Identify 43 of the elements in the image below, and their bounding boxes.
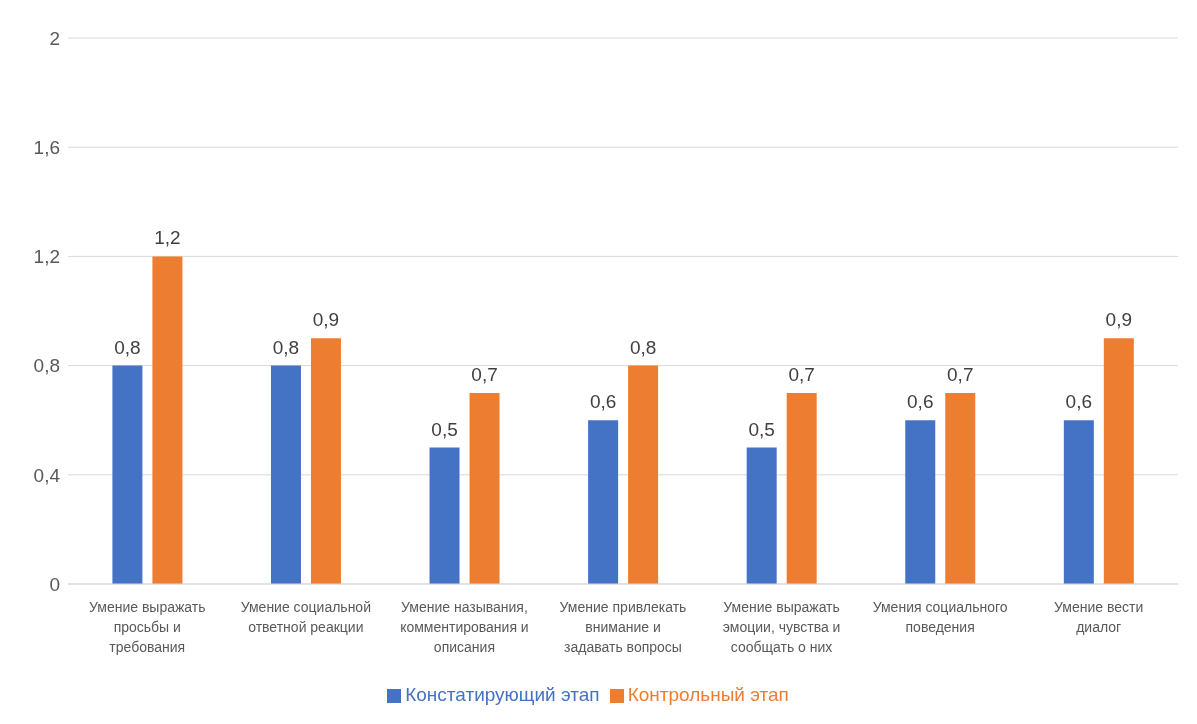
x-tick-label: Умение привлекать внимание и задавать вопросы [559,599,687,655]
bar [1063,420,1094,584]
data-label: 0,8 [272,336,300,358]
bar [588,420,619,584]
bar [945,392,976,584]
bar [628,365,659,584]
bar [429,447,460,584]
x-tick-label: Умение выражать просьбы и требования [89,599,206,655]
data-label: 0,9 [312,309,340,331]
x-tick-label: Умение называния, комментирования и описания [400,599,529,655]
bar [112,365,143,584]
data-label: 0,7 [788,363,815,385]
y-tick-label: 0,4 [33,464,61,486]
bar [905,420,936,584]
x-tick-label: Умение социальной ответной реакции [240,599,371,635]
x-tick-label: Умение вести диалог [1054,599,1144,635]
bar [746,447,777,584]
data-label: 0,5 [431,418,458,440]
data-label: 0,8 [629,336,657,358]
y-tick-label: 0,8 [33,355,60,377]
data-label: 0,7 [947,363,974,385]
bar [270,365,301,584]
y-tick-label: 2 [49,27,60,49]
data-label: 1,2 [154,227,181,249]
data-label: 0,6 [907,391,934,413]
bar [469,392,500,584]
bar [310,338,341,584]
y-tick-label: 0 [49,573,60,595]
bar [152,256,183,584]
x-tick-label: Умения социального поведения [872,599,1008,635]
x-tick-label: Умение выражать эмоции, чувства и сообщать о них [722,599,841,655]
data-label: 0,6 [1065,391,1093,413]
data-label: 0,7 [471,363,498,385]
y-tick-label: 1,6 [33,136,60,158]
y-tick-label: 1,2 [33,246,60,268]
data-label: 0,5 [748,418,775,440]
data-label: 0,8 [114,336,141,358]
bar [786,392,817,584]
legend-label: Констатирующий этап [405,684,600,705]
bar [1103,338,1134,584]
legend-label: Контрольный этап [627,684,789,705]
data-label: 0,6 [589,391,617,413]
data-label: 0,9 [1105,309,1133,331]
